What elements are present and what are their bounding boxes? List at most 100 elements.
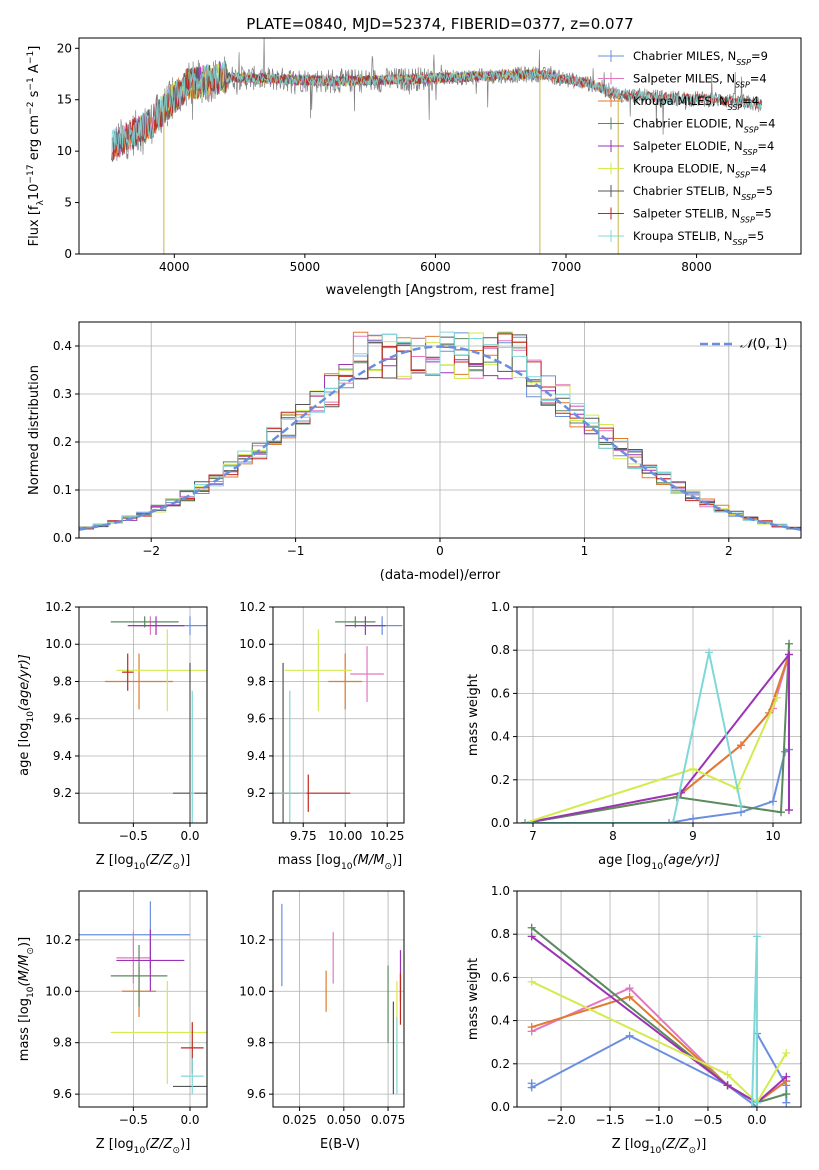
y-tick-label: 1.0 [491, 600, 510, 614]
plot-frame [78, 37, 802, 255]
label-part: (Z/Z [145, 853, 173, 868]
y-tick-label: 0.0 [53, 531, 72, 545]
series-marker [527, 1083, 536, 1092]
y-tick-label: 0.6 [491, 686, 510, 700]
errorbar-data [273, 616, 403, 823]
y-tick-label: 0 [64, 247, 72, 261]
label-part: −17 [26, 164, 36, 183]
legend-entry: Chabrier MILES, NSSP=9 [633, 49, 768, 67]
series-marker [723, 1070, 732, 1079]
label-part: 10 [134, 1146, 146, 1156]
y-tick-label: 0.8 [491, 927, 510, 941]
series-marker [785, 806, 793, 815]
normal-curve [79, 345, 801, 531]
y-tick-label: 5 [64, 196, 72, 210]
x-tick-label: 0.050 [327, 1113, 361, 1127]
y-tick-label: 9.6 [247, 712, 266, 726]
errorbar-data [79, 901, 207, 1095]
line-data [527, 923, 791, 1107]
y-tick-label: 0.8 [491, 643, 510, 657]
label-part: )] [392, 853, 402, 868]
x-tick-label: 10.00 [328, 829, 362, 843]
x-tick-label: 5000 [290, 260, 321, 274]
label-part: (age/yr)] [663, 853, 720, 868]
label-part: (Z/Z [661, 1137, 689, 1152]
series-marker [737, 801, 745, 810]
legend-text: =5 [755, 207, 772, 221]
x-tick-label: 8000 [681, 260, 712, 274]
axes-mass_vs_ebv: 0.025 0.050 0.075 9.6 9.8 10.0 10.2 E(B-V) [239, 890, 405, 1152]
legend-sub: SSP [743, 148, 758, 157]
legend-sub: SSP [744, 125, 759, 134]
x-tick-label: −2 [142, 544, 160, 558]
axes-age_vs_mass: 9.75 10.00 10.25 9.2 9.4 9.6 9.8 10.0 10.2 mass [… [239, 600, 405, 872]
label-part: )] [180, 853, 190, 868]
legend-text: Salpeter ELODIE, N [633, 139, 743, 153]
series-marker [777, 808, 785, 817]
legend-entry: Chabrier STELIB, NSSP=5 [633, 184, 773, 202]
series-marker [521, 819, 529, 823]
series-marker [782, 1072, 791, 1081]
y-tick-label: 9.2 [53, 786, 72, 800]
label-part: 10 [26, 711, 36, 723]
x-axis-label: mass [log10(M/M⊙)] [278, 853, 402, 872]
legend-text: Salpeter MILES, N [633, 72, 735, 86]
series-marker [665, 819, 673, 823]
y-tick-label: 10.0 [239, 984, 266, 998]
spectrum-model-line [111, 67, 763, 160]
series-marker [785, 639, 793, 648]
x-tick-label: 0 [436, 544, 444, 558]
x-tick-label: 6000 [420, 260, 451, 274]
x-tick-label: 4000 [159, 260, 190, 274]
plot-frame [78, 606, 208, 824]
label-part: −1 [26, 77, 36, 90]
y-tick-label: 1.0 [491, 884, 510, 898]
axes-mass_vs_Z: −0.5 0.09.69.810.010.2Z [log10(Z/Z⊙)]mass… [17, 890, 208, 1156]
legend-text: =9 [751, 49, 768, 63]
x-tick-label: −2.0 [546, 1113, 575, 1127]
legend-text: Kroupa MILES, N [633, 94, 728, 108]
x-tick-label: −0.5 [693, 1113, 722, 1127]
series-marker [752, 932, 761, 941]
spectrum-data [111, 38, 763, 254]
series-marker [669, 819, 677, 823]
x-tick-label: 7 [529, 829, 537, 843]
y-tick-label: 0.3 [53, 387, 72, 401]
y-axis-label: age [log10(age/yr)] [17, 654, 36, 776]
series-marker [625, 1031, 634, 1040]
y-tick-label: 9.8 [247, 1036, 266, 1050]
label-part: Flux [f [27, 205, 42, 246]
y-tick-label: 10.2 [45, 933, 72, 947]
y-tick-label: 9.4 [247, 749, 266, 763]
x-axis-label: Z [log10(Z/Z⊙)] [96, 1137, 191, 1156]
legend-sub: SSP [735, 170, 750, 179]
y-axis-label: mass weight [466, 674, 481, 756]
x-tick-label: −0.5 [119, 829, 148, 843]
label-part: )] [180, 1137, 190, 1152]
label-part: 10 [341, 862, 353, 872]
x-tick-label: 0.075 [371, 1113, 405, 1127]
x-tick-label: 9 [689, 829, 697, 843]
y-axis-label: mass weight [466, 958, 481, 1040]
legend-entry: Kroupa STELIB, NSSP=5 [633, 229, 764, 247]
label-part: age [log [598, 853, 651, 868]
y-tick-label: 9.8 [53, 1036, 72, 1050]
line-data [521, 639, 793, 823]
series-marker [689, 814, 697, 823]
label-part: ] [27, 46, 42, 51]
label-part: (M/M [353, 853, 385, 868]
series-marker [625, 992, 634, 1001]
x-tick-label: −0.5 [119, 1113, 148, 1127]
series-marker [785, 650, 793, 659]
x-tick-label: 7000 [551, 260, 582, 274]
label-part: mass [log [17, 998, 32, 1061]
y-tick-label: 9.2 [247, 786, 266, 800]
legend-text: =4 [759, 117, 776, 131]
label-part: λ [36, 200, 46, 206]
x-axis-label: E(B-V) [320, 1137, 360, 1152]
legend-text: =5 [756, 184, 773, 198]
legend-sub: SSP [735, 80, 750, 89]
legend-text: Chabrier STELIB, N [633, 184, 741, 198]
